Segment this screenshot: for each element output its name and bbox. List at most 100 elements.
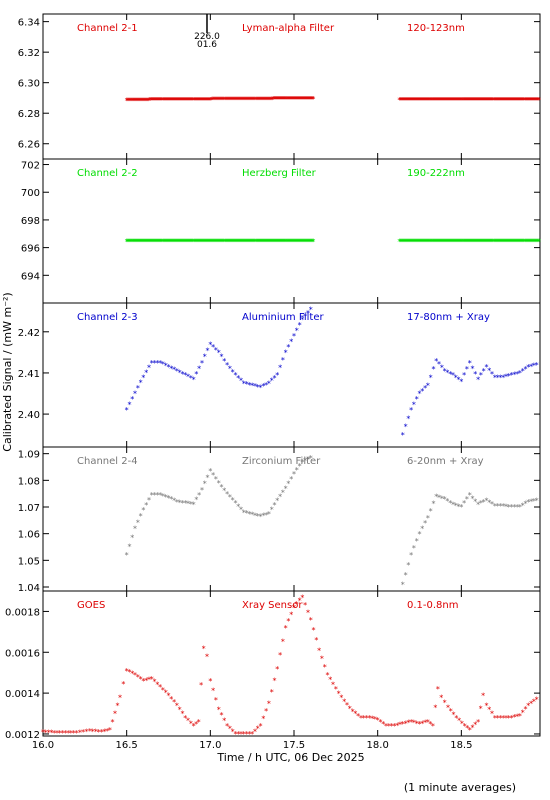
data-point: * bbox=[159, 96, 163, 105]
annotation-label: 226.0 bbox=[194, 32, 220, 42]
data-point: * bbox=[312, 626, 316, 635]
data-point: * bbox=[286, 95, 290, 104]
data-point: * bbox=[169, 238, 173, 247]
data-point: * bbox=[144, 676, 148, 685]
data-point: * bbox=[473, 238, 477, 247]
data-point: * bbox=[487, 706, 491, 715]
data-point: * bbox=[459, 238, 463, 247]
data-point: * bbox=[275, 371, 279, 380]
data-point: * bbox=[438, 238, 442, 247]
data-point: * bbox=[208, 238, 212, 247]
data-point: * bbox=[323, 663, 327, 672]
data-point: * bbox=[181, 96, 185, 105]
data-point: * bbox=[481, 96, 485, 105]
data-point: * bbox=[530, 96, 534, 105]
data-point: * bbox=[416, 96, 420, 105]
data-point: * bbox=[520, 96, 524, 105]
panel-frame bbox=[42, 158, 541, 304]
data-point: * bbox=[489, 238, 493, 247]
y-tick-label: 0.0012 bbox=[5, 730, 40, 741]
data-point: * bbox=[298, 321, 302, 330]
data-point: * bbox=[504, 96, 508, 105]
data-point: * bbox=[490, 238, 494, 247]
data-point: * bbox=[376, 716, 380, 725]
data-point: * bbox=[521, 501, 525, 510]
data-point: * bbox=[434, 493, 438, 502]
data-point: * bbox=[471, 364, 475, 373]
data-point: * bbox=[167, 96, 171, 105]
data-point: * bbox=[250, 511, 254, 520]
data-point: * bbox=[191, 96, 195, 105]
data-point: * bbox=[242, 509, 246, 518]
data-point: * bbox=[272, 676, 276, 685]
y-tick-label: 0.0014 bbox=[5, 689, 40, 700]
data-point: * bbox=[415, 96, 419, 105]
data-point: * bbox=[189, 500, 193, 509]
data-point: * bbox=[218, 96, 222, 105]
data-point: * bbox=[473, 96, 477, 105]
data-point: * bbox=[529, 238, 533, 247]
data-point: * bbox=[181, 238, 185, 247]
data-point: * bbox=[434, 238, 438, 247]
data-point: * bbox=[208, 340, 212, 349]
data-point: * bbox=[424, 96, 428, 105]
data-point: * bbox=[535, 96, 539, 105]
data-point: * bbox=[515, 238, 519, 247]
data-point: * bbox=[227, 96, 231, 105]
data-point: * bbox=[222, 238, 226, 247]
data-point: * bbox=[407, 238, 411, 247]
data-point: * bbox=[164, 96, 168, 105]
data-point: * bbox=[339, 693, 343, 702]
data-point: * bbox=[292, 470, 296, 479]
data-point: * bbox=[287, 238, 291, 247]
data-point: * bbox=[182, 238, 186, 247]
data-point: * bbox=[303, 95, 307, 104]
data-point: * bbox=[205, 238, 209, 247]
data-point: * bbox=[278, 493, 282, 502]
data-point: * bbox=[532, 497, 536, 506]
data-point: * bbox=[41, 728, 45, 737]
data-point: * bbox=[259, 95, 263, 104]
data-point: * bbox=[419, 96, 423, 105]
channel-label: GOES bbox=[77, 600, 105, 611]
y-tick-label: 2.40 bbox=[18, 410, 40, 421]
data-point: * bbox=[428, 238, 432, 247]
data-point: * bbox=[501, 96, 505, 105]
data-point: * bbox=[303, 601, 307, 610]
data-point: * bbox=[167, 691, 171, 700]
data-point: * bbox=[298, 238, 302, 247]
data-point: * bbox=[495, 96, 499, 105]
data-point: * bbox=[422, 238, 426, 247]
data-point: * bbox=[498, 373, 502, 382]
data-point: * bbox=[464, 238, 468, 247]
data-point: * bbox=[482, 498, 486, 507]
data-point: * bbox=[412, 238, 416, 247]
data-point: * bbox=[226, 96, 230, 105]
data-point: * bbox=[532, 96, 536, 105]
data-point: * bbox=[180, 499, 184, 508]
data-point: * bbox=[537, 96, 541, 105]
data-series: ****************************************… bbox=[125, 454, 313, 560]
data-point: * bbox=[298, 462, 302, 471]
data-point: * bbox=[470, 238, 474, 247]
data-point: * bbox=[203, 480, 207, 489]
data-point: * bbox=[154, 96, 158, 105]
data-point: * bbox=[472, 238, 476, 247]
data-point: * bbox=[461, 238, 465, 247]
data-point: * bbox=[490, 710, 494, 719]
data-point: * bbox=[468, 359, 472, 368]
data-point: * bbox=[155, 359, 159, 368]
data-point: * bbox=[189, 374, 193, 383]
data-point: * bbox=[142, 96, 146, 105]
data-point: * bbox=[484, 96, 488, 105]
data-point: * bbox=[476, 96, 480, 105]
data-point: * bbox=[279, 95, 283, 104]
channel-label: 120-123nm bbox=[407, 23, 465, 34]
data-point: * bbox=[452, 710, 456, 719]
data-point: * bbox=[306, 309, 310, 318]
data-point: * bbox=[206, 238, 210, 247]
data-point: * bbox=[416, 238, 420, 247]
data-point: * bbox=[229, 238, 233, 247]
data-point: * bbox=[460, 96, 464, 105]
data-point: * bbox=[139, 512, 143, 521]
